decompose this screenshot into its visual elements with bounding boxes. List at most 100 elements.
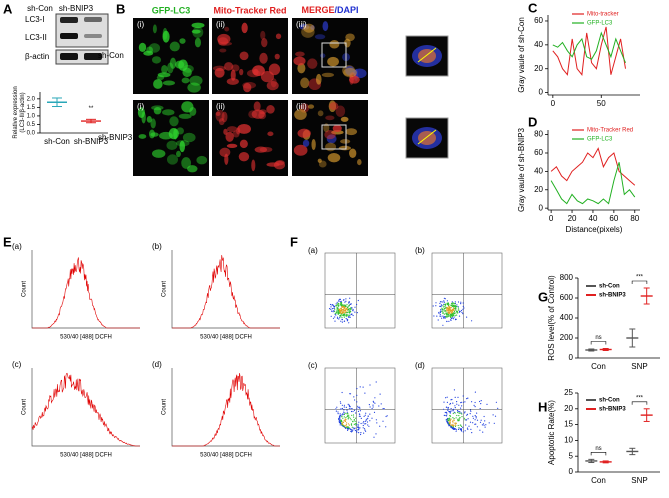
- event: [339, 317, 341, 319]
- event: [455, 422, 457, 424]
- event: [455, 430, 457, 432]
- event: [450, 310, 453, 312]
- event: [346, 309, 348, 311]
- event: [462, 302, 464, 304]
- sublabel: (c): [12, 360, 22, 369]
- event: [442, 301, 444, 303]
- event: [375, 433, 377, 435]
- cell: [167, 62, 174, 74]
- line-series: [550, 162, 636, 205]
- cell: [340, 116, 349, 122]
- event: [348, 301, 350, 303]
- event: [472, 422, 474, 424]
- cell: [317, 158, 322, 163]
- event: [336, 309, 338, 311]
- event: [343, 299, 345, 301]
- event: [343, 411, 345, 413]
- event: [454, 313, 456, 315]
- y-tick-label: 20: [564, 404, 573, 413]
- histogram: [31, 372, 140, 447]
- cell: [322, 21, 329, 32]
- event: [343, 311, 345, 313]
- event: [472, 415, 474, 417]
- band: [84, 34, 102, 38]
- row-label: sh-BNIP3: [98, 133, 133, 142]
- event: [346, 428, 348, 430]
- event: [342, 413, 344, 416]
- event: [343, 425, 345, 427]
- cell: [231, 64, 240, 72]
- y-tick-label: 0: [539, 203, 544, 212]
- event: [458, 411, 460, 413]
- cell: [303, 23, 315, 33]
- event: [344, 310, 346, 312]
- event: [341, 311, 343, 313]
- cell: [181, 77, 190, 84]
- cell: [237, 123, 251, 134]
- cell: [191, 22, 205, 29]
- cell: [314, 34, 326, 40]
- event: [336, 310, 338, 312]
- event: [456, 403, 458, 405]
- event: [433, 315, 435, 317]
- event: [340, 312, 342, 314]
- event: [458, 415, 460, 417]
- event: [337, 307, 339, 309]
- event: [357, 425, 359, 427]
- event: [348, 408, 350, 410]
- event: [446, 309, 448, 311]
- sublabel: (d): [415, 361, 425, 370]
- event: [462, 305, 464, 307]
- event: [371, 417, 373, 419]
- cell: [331, 130, 344, 135]
- event: [460, 430, 463, 432]
- cell: [151, 105, 164, 111]
- event: [440, 310, 442, 312]
- event: [454, 405, 456, 407]
- event: [340, 303, 342, 305]
- event: [441, 317, 443, 319]
- event: [453, 310, 455, 312]
- line-series: [552, 31, 626, 63]
- event: [346, 315, 348, 317]
- cell: [241, 22, 248, 34]
- event: [448, 309, 450, 311]
- event: [340, 301, 342, 303]
- y-label: Count: [162, 399, 168, 415]
- cell: [343, 67, 357, 78]
- event: [458, 315, 461, 317]
- band-label: LC3-II: [25, 33, 47, 42]
- cell: [224, 26, 230, 32]
- cell: [349, 148, 357, 158]
- event: [341, 321, 343, 323]
- event: [359, 410, 361, 412]
- event: [453, 312, 455, 314]
- event: [461, 405, 463, 407]
- event: [446, 316, 448, 318]
- event: [455, 309, 457, 311]
- event: [450, 319, 452, 321]
- event: [340, 310, 342, 312]
- event: [451, 317, 453, 319]
- x-tick-label: sh-BNIP3: [74, 137, 109, 146]
- event: [446, 312, 448, 314]
- event: [343, 416, 345, 418]
- cell: [258, 111, 267, 120]
- cell: [219, 147, 231, 158]
- sublabel: (b): [152, 242, 162, 251]
- cell: [261, 37, 268, 48]
- cell: [159, 131, 173, 140]
- event: [358, 426, 360, 428]
- legend-label: Mito-Tracker Red: [587, 128, 633, 134]
- col-header: GFP-LC3: [152, 5, 191, 15]
- event: [452, 318, 455, 320]
- band: [84, 17, 102, 22]
- event: [341, 314, 343, 317]
- event: [347, 305, 349, 307]
- event: [360, 417, 362, 419]
- event: [446, 314, 448, 316]
- event: [459, 417, 461, 419]
- event: [443, 308, 445, 310]
- event: [341, 304, 344, 306]
- event: [338, 420, 340, 422]
